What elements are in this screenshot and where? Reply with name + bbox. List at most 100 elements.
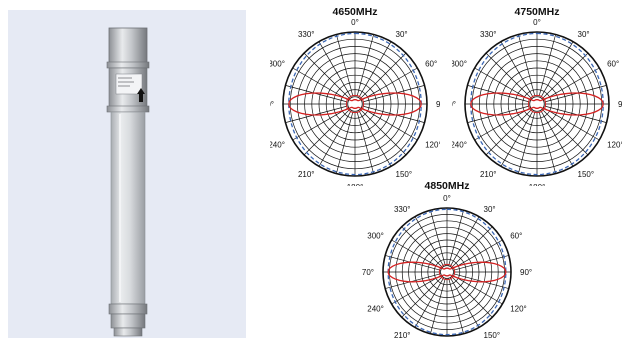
vertical-pattern-line: [387, 261, 507, 283]
antenna-radome-icon: [110, 111, 146, 305]
grid-spoke: [452, 274, 503, 305]
grid-spoke: [452, 239, 503, 270]
grid-spoke: [500, 110, 534, 167]
grid-spoke: [359, 52, 407, 100]
grid-spoke: [385, 273, 441, 289]
grid-ring: [347, 96, 363, 112]
antenna-base-icon: [108, 303, 148, 337]
angle-label: 330°: [480, 30, 497, 39]
grid-spoke: [401, 226, 443, 268]
grid-spoke: [391, 239, 442, 270]
angle-label: 270°: [270, 100, 274, 109]
grid-spoke: [356, 110, 374, 174]
angle-label: 210°: [394, 331, 411, 340]
grid-spoke: [474, 107, 531, 141]
pattern-title: 4750MHz: [514, 6, 560, 18]
grid-spoke: [292, 107, 349, 141]
grid-spoke: [359, 108, 407, 156]
angle-label: 0°: [443, 194, 451, 203]
grid-spoke: [385, 255, 441, 271]
grid-spoke: [540, 110, 574, 167]
grid-spoke: [448, 278, 464, 334]
angle-label: 240°: [452, 141, 467, 150]
grid-spoke: [467, 85, 531, 103]
grid-spoke: [485, 52, 533, 100]
angle-label: 210°: [480, 170, 497, 179]
polar-plot: 0°30°60°90°120°150°180°210°240°270°300°3…: [362, 194, 532, 340]
horizontal-pattern-line: [288, 32, 422, 176]
angle-label: 30°: [396, 30, 408, 39]
grid-spoke: [361, 67, 418, 101]
angle-label: 330°: [394, 205, 411, 214]
radiation-pattern-4750: 4750MHz 0° 30° 60° 90° 120° 150° 180° 210° 240° 2…: [452, 4, 622, 186]
grid-spoke: [453, 273, 509, 289]
grid-spoke: [453, 255, 509, 271]
grid-spoke: [358, 110, 392, 167]
grid-spoke: [356, 34, 374, 98]
vertical-pattern-minor-lobe: [527, 94, 547, 114]
vertical-pattern-line: [288, 92, 422, 116]
grid-ring: [440, 265, 454, 279]
angle-label: 150°: [484, 331, 501, 340]
grid-spoke: [358, 41, 392, 98]
pattern-title: 4850MHz: [424, 180, 470, 192]
grid-spoke: [543, 85, 607, 103]
grid-spoke: [451, 276, 493, 318]
angle-label: 180°: [347, 183, 364, 186]
grid-spoke: [541, 52, 589, 100]
grid-spoke: [449, 277, 480, 328]
angle-label: 210°: [298, 170, 315, 179]
angle-label: 0°: [533, 18, 541, 27]
grid-spoke: [361, 85, 425, 103]
grid-spoke: [361, 105, 425, 123]
angle-label: 60°: [510, 232, 522, 241]
angle-label: 150°: [396, 170, 413, 179]
pattern-title: 4650MHz: [332, 6, 378, 18]
grid-spoke: [538, 110, 556, 174]
grid-spoke: [467, 105, 531, 123]
angle-label: 90°: [436, 100, 440, 109]
angle-label: 240°: [367, 305, 384, 314]
grid-spoke: [414, 277, 445, 328]
angle-label: 180°: [529, 183, 546, 186]
grid-spoke: [361, 107, 418, 141]
horizontal-pattern-line: [387, 208, 507, 336]
angle-label: 120°: [510, 305, 527, 314]
angle-label: 120°: [607, 141, 622, 150]
grid-spoke: [543, 107, 600, 141]
angle-label: 150°: [578, 170, 595, 179]
grid-spoke: [541, 108, 589, 156]
angle-label: 0°: [351, 18, 359, 27]
grid-spoke: [543, 67, 600, 101]
grid-spoke: [518, 34, 536, 98]
grid-spoke: [318, 41, 352, 98]
angle-label: 300°: [452, 60, 467, 69]
angle-label: 60°: [425, 60, 437, 69]
polar-plot: 0°30°60°90°120°150°180°210°240°270°300°3…: [270, 18, 440, 186]
angle-label: 300°: [270, 60, 285, 69]
angle-label: 270°: [362, 268, 374, 277]
polar-plot: 0°30°60°90°120°150°180°210°240°270°300°3…: [452, 18, 622, 186]
grid-spoke: [448, 210, 464, 266]
grid-spoke: [543, 105, 607, 123]
grid-spoke: [285, 105, 349, 123]
grid-spoke: [303, 52, 351, 100]
grid-spoke: [285, 85, 349, 103]
angle-label: 60°: [607, 60, 619, 69]
angle-label: 30°: [578, 30, 590, 39]
grid-ring: [529, 96, 545, 112]
angle-label: 120°: [425, 141, 440, 150]
angle-label: 90°: [618, 100, 622, 109]
label-arrow-icon: [137, 88, 145, 102]
grid-spoke: [518, 110, 536, 174]
grid-spoke: [292, 67, 349, 101]
horizontal-pattern-line: [470, 32, 604, 176]
antenna-image: [106, 27, 150, 337]
grid-spoke: [538, 34, 556, 98]
angle-label: 300°: [367, 232, 384, 241]
grid-spoke: [318, 110, 352, 167]
grid-spoke: [401, 276, 443, 318]
grid-spoke: [451, 226, 493, 268]
grid-spoke: [303, 108, 351, 156]
angle-label: 240°: [270, 141, 285, 150]
